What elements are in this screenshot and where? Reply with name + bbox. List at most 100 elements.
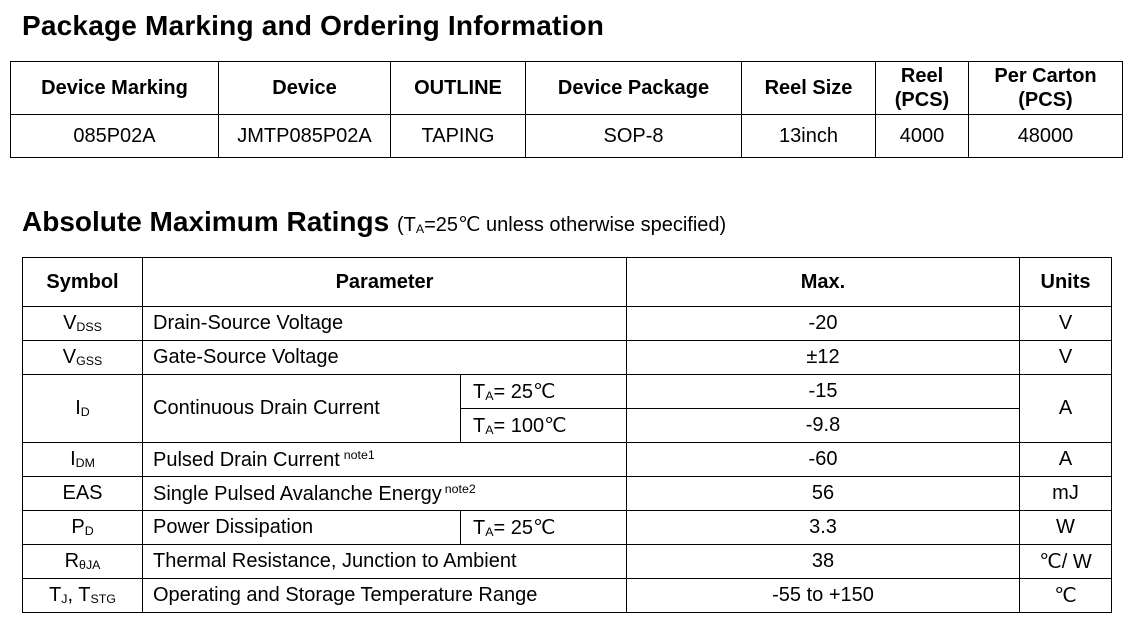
header-symbol: Symbol (22, 257, 143, 307)
symbol-separator: , (67, 584, 79, 606)
symbol-tj-tstg: TJ, TSTG (22, 578, 143, 613)
cell-outline: TAPING (390, 114, 526, 158)
symbol-vgss: VGSS (22, 340, 143, 375)
symbol-letter: T (49, 584, 62, 606)
table-row: TA= 100℃ -9.8 (23, 408, 1112, 443)
cond-value: = 100℃ (493, 415, 567, 437)
cond-value: = 25℃ (493, 517, 556, 539)
symbol-vdss: VDSS (22, 306, 143, 341)
symbol-letter: R (64, 550, 80, 572)
ordering-data-row: 085P02A JMTP085P02A TAPING SOP-8 13inch … (10, 114, 1123, 158)
ratings-header-row: Symbol Parameter Max. Units (22, 257, 1112, 307)
symbol-idm: IDM (22, 442, 143, 477)
symbol-subscript: STG (90, 591, 116, 606)
footnote-ref: note1 (343, 447, 375, 462)
symbol-id: ID (22, 374, 143, 443)
param-vdss: Drain-Source Voltage (142, 306, 627, 341)
cond-subscript: A (415, 221, 425, 236)
cond-letter: T (473, 517, 486, 539)
param-text: Pulsed Drain Current (153, 448, 340, 471)
symbol-subscript: GSS (76, 353, 103, 368)
ratings-heading: Absolute Maximum Ratings (TA=25℃ unless … (22, 206, 726, 238)
cond-id-100: TA= 100℃ (460, 408, 627, 443)
footnote-ref: note2 (444, 481, 476, 496)
max-idm: -60 (626, 442, 1020, 477)
unit-id: A (1019, 374, 1112, 443)
header-carton-line2: (PCS) (1018, 89, 1073, 111)
cond-pd: TA= 25℃ (460, 510, 627, 545)
symbol-letter: T (78, 584, 91, 606)
table-row: RθJA Thermal Resistance, Junction to Amb… (22, 544, 1112, 579)
cond-prefix: (T (396, 214, 416, 236)
header-max: Max. (626, 257, 1020, 307)
max-tj-tstg: -55 to +150 (626, 578, 1020, 613)
max-pd: 3.3 (626, 510, 1020, 545)
ordering-table: Device Marking Device OUTLINE Device Pac… (10, 61, 1123, 158)
symbol-pd: PD (22, 510, 143, 545)
symbol-subscript: J (61, 591, 68, 606)
cond-letter: T (473, 415, 486, 437)
unit-idm: A (1019, 442, 1112, 477)
cell-device-marking: 085P02A (10, 114, 219, 158)
table-row: VDSS Drain-Source Voltage -20 V (22, 306, 1112, 341)
header-reel-line2: (PCS) (894, 89, 950, 111)
unit-vgss: V (1019, 340, 1112, 375)
table-row: VGSS Gate-Source Voltage ±12 V (22, 340, 1112, 375)
cell-per-carton: 48000 (968, 114, 1123, 158)
symbol-letter: I (70, 448, 76, 470)
table-row: IDM Pulsed Drain Current note1 -60 A (22, 442, 1112, 477)
header-outline: OUTLINE (390, 61, 526, 115)
header-device-marking: Device Marking (10, 61, 219, 115)
table-row: TJ, TSTG Operating and Storage Temperatu… (22, 578, 1112, 613)
symbol-subscript: D (80, 404, 90, 419)
symbol-letter: V (63, 312, 77, 334)
symbol-subscript: D (84, 523, 94, 538)
max-vdss: -20 (626, 306, 1020, 341)
header-reel-line1: Reel (900, 65, 944, 87)
ratings-table: Symbol Parameter Max. Units VDSS Drain-S… (22, 257, 1112, 613)
unit-vdss: V (1019, 306, 1112, 341)
ordering-header-row: Device Marking Device OUTLINE Device Pac… (10, 61, 1123, 115)
param-vgss: Gate-Source Voltage (142, 340, 627, 375)
ordering-title: Package Marking and Ordering Information (22, 10, 605, 41)
cond-subscript: A (485, 524, 494, 539)
cond-suffix: =25℃ unless otherwise specified) (424, 214, 727, 236)
ratings-condition: (TA=25℃ unless otherwise specified) (397, 214, 726, 236)
header-device-package: Device Package (525, 61, 742, 115)
cond-subscript: A (485, 388, 494, 403)
unit-tj-tstg: ℃ (1019, 578, 1112, 613)
max-id-100: -9.8 (626, 408, 1020, 443)
unit-eas: mJ (1019, 476, 1112, 511)
max-vgss: ±12 (626, 340, 1020, 375)
table-row: PD Power Dissipation TA= 25℃ 3.3 W (22, 510, 1112, 545)
cond-value: = 25℃ (493, 381, 556, 403)
cond-letter: T (473, 381, 486, 403)
param-tj-tstg: Operating and Storage Temperature Range (142, 578, 627, 613)
symbol-subscript: θJA (79, 557, 101, 572)
unit-pd: W (1019, 510, 1112, 545)
cond-id-25: TA= 25℃ (460, 374, 627, 409)
param-eas: Single Pulsed Avalanche Energy note2 (142, 476, 627, 511)
max-rthja: 38 (626, 544, 1020, 579)
symbol-letter: V (62, 346, 77, 368)
ratings-title: Absolute Maximum Ratings (22, 206, 390, 237)
header-reel-pcs: Reel (PCS) (875, 61, 969, 115)
unit-rthja: ℃/ W (1019, 544, 1112, 579)
header-carton-line1: Per Carton (994, 65, 1097, 87)
cond-subscript: A (485, 422, 494, 437)
header-units: Units (1019, 257, 1112, 307)
symbol-subscript: DM (75, 455, 95, 470)
symbol-letter: P (71, 516, 85, 538)
max-id-25: -15 (626, 374, 1020, 409)
header-device: Device (218, 61, 391, 115)
param-pd: Power Dissipation (142, 510, 461, 545)
param-id: Continuous Drain Current (142, 374, 461, 443)
header-reel-size: Reel Size (741, 61, 876, 115)
symbol-rthja: RθJA (22, 544, 143, 579)
cell-reel-size: 13inch (741, 114, 876, 158)
symbol-letter: I (75, 397, 81, 419)
table-row: EAS Single Pulsed Avalanche Energy note2 … (22, 476, 1112, 511)
max-eas: 56 (626, 476, 1020, 511)
cell-device-package: SOP-8 (525, 114, 742, 158)
symbol-subscript: DSS (76, 319, 102, 334)
